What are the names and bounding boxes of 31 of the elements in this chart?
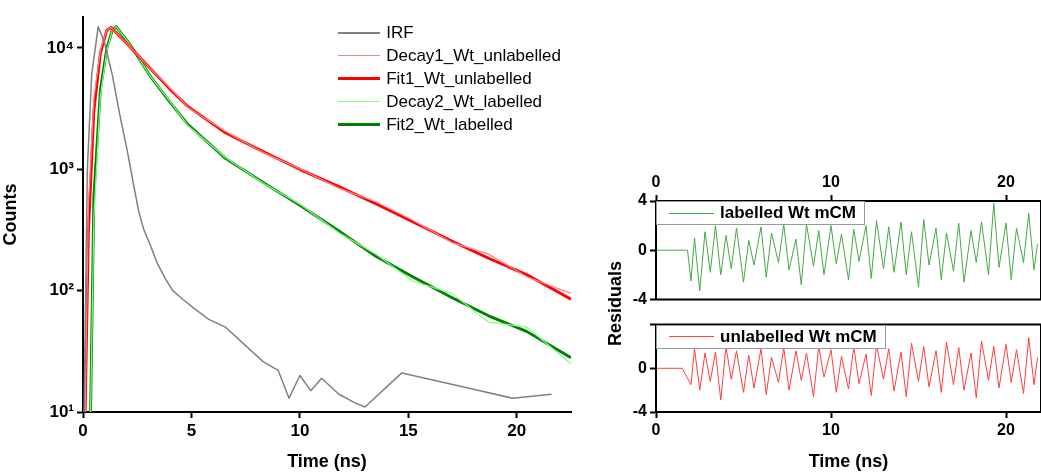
x-tick-label: 15 <box>398 420 418 440</box>
x-tick-label: 10 <box>822 421 840 439</box>
y-axis-title: Counts <box>0 183 20 246</box>
y-tick-label: 10² <box>49 280 75 300</box>
legend-label: Decay2_Wt_labelled <box>386 91 543 113</box>
y-tick-label: 10⁴ <box>46 37 74 57</box>
legend-label: Decay1_Wt_unlabelled <box>386 45 561 67</box>
x-tick-label: 5 <box>186 420 197 440</box>
legend-label: labelled Wt mCM <box>720 203 857 223</box>
y-tick-label: 4 <box>638 191 648 209</box>
x-tick-label: 20 <box>507 420 527 440</box>
y-tick-label: -4 <box>632 289 648 307</box>
y-axis-title: Residuals <box>604 260 626 346</box>
y-tick-label: 0 <box>638 358 648 376</box>
x-tick-label: 0 <box>78 420 88 440</box>
y-tick-label: 10³ <box>49 159 75 178</box>
x-axis-title: Time (ns) <box>808 451 889 472</box>
x-tick-label: 20 <box>997 172 1015 190</box>
legend-label: Fit1_Wt_unlabelled <box>386 68 532 90</box>
x-tick-label: 0 <box>651 172 661 190</box>
y-tick-label: 0 <box>638 240 648 258</box>
y-tick-label: 10¹ <box>49 401 75 421</box>
x-tick-label: 0 <box>651 421 661 439</box>
x-tick-label: 10 <box>290 420 310 440</box>
legend-label: Fit2_Wt_labelled <box>386 114 513 136</box>
x-axis-title: Time (ns) <box>287 451 367 472</box>
y-tick-label: -4 <box>632 402 648 420</box>
legend-label: unlabelled Wt mCM <box>720 326 877 347</box>
legend-label: IRF <box>386 22 414 44</box>
x-tick-label: 20 <box>997 421 1015 439</box>
x-tick-label: 10 <box>822 172 840 190</box>
